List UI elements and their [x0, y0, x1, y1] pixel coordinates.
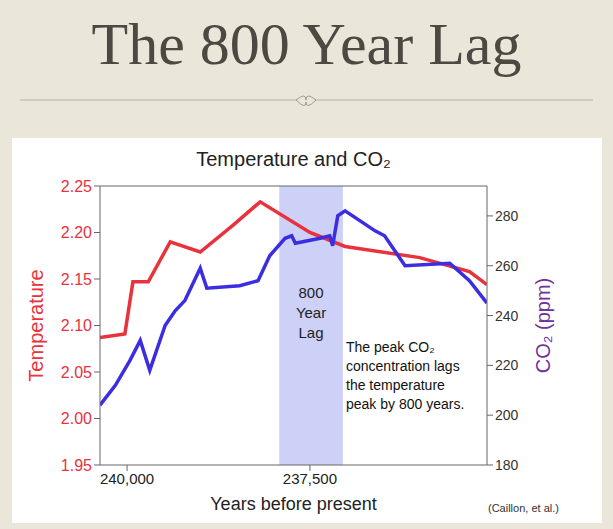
svg-text:2.15: 2.15 — [61, 271, 92, 288]
svg-text:240,000: 240,000 — [100, 470, 154, 487]
svg-text:Temperature: Temperature — [25, 269, 47, 381]
svg-text:CO₂ (ppm): CO₂ (ppm) — [532, 278, 554, 374]
html-text:Temperature and CO₂: Temperature and CO₂ — [196, 148, 391, 170]
svg-text:1.95: 1.95 — [61, 457, 92, 474]
svg-text:800YearLag: 800YearLag — [296, 284, 326, 341]
svg-text:280: 280 — [495, 208, 519, 224]
svg-text:237,500: 237,500 — [283, 470, 337, 487]
svg-text:180: 180 — [495, 457, 519, 473]
svg-text:200: 200 — [495, 407, 519, 423]
html-text:(Caillon, et al.): (Caillon, et al.) — [488, 502, 559, 514]
html-text:The 800 Year Lag: The 800 Year Lag — [91, 11, 522, 77]
html-text:The peak CO₂: The peak CO₂ — [346, 339, 435, 355]
html-text:peak by 800 years.: peak by 800 years. — [346, 396, 465, 412]
svg-text:2.10: 2.10 — [61, 317, 92, 334]
svg-text:2.05: 2.05 — [61, 364, 92, 381]
html-text:the temperature: the temperature — [346, 377, 445, 393]
svg-text:240: 240 — [495, 308, 519, 324]
svg-text:2.25: 2.25 — [61, 178, 92, 195]
html-text:concentration lags: concentration lags — [346, 358, 460, 374]
svg-text:220: 220 — [495, 357, 519, 373]
svg-text:2.00: 2.00 — [61, 410, 92, 427]
svg-text:2.20: 2.20 — [61, 224, 92, 241]
svg-text:260: 260 — [495, 258, 519, 274]
svg-text:Years before present: Years before present — [210, 494, 376, 514]
